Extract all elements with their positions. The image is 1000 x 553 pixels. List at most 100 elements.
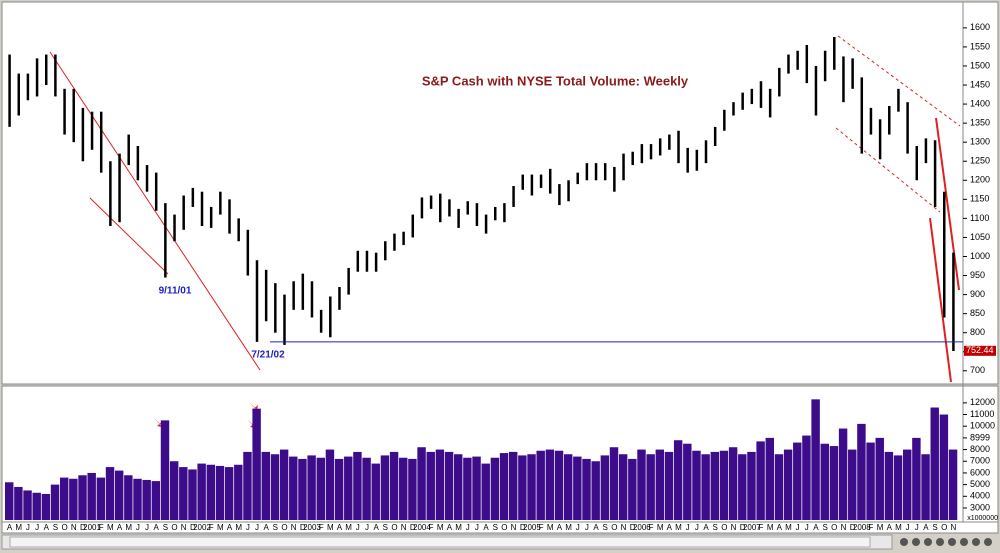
trend-line: [929, 217, 952, 383]
x-tick-label: N: [401, 523, 407, 532]
x-tick-label: S: [712, 523, 717, 532]
volume-bar: [618, 454, 628, 520]
volume-bar: [573, 456, 582, 520]
trend-line: [835, 127, 941, 213]
volume-bar: [527, 454, 536, 520]
volume-bar: [948, 449, 958, 520]
x-tick-label: J: [475, 523, 479, 532]
x-tick-label: M: [455, 523, 462, 532]
x-tick-label: O: [611, 523, 617, 532]
last-price-label: 752.44: [966, 345, 994, 355]
y-tick-label: 3000: [970, 502, 990, 512]
x-tick-label: 2008: [853, 523, 871, 532]
volume-bar: [362, 457, 371, 520]
volume-bar: [893, 455, 903, 520]
x-tick-label: M: [125, 523, 132, 532]
nav-buttons[interactable]: [900, 538, 992, 546]
volume-bar: [793, 442, 802, 520]
nav-button[interactable]: [972, 538, 980, 546]
x-tick-label: N: [731, 523, 737, 532]
x-tick-label: 2001: [83, 523, 101, 532]
x-tick-label: 2003: [303, 523, 321, 532]
volume-bar: [289, 456, 298, 520]
x-tick-label: 2004: [413, 523, 431, 532]
volume-bar: [536, 450, 545, 520]
volume-bar: [142, 479, 151, 520]
x-tick-label: F: [319, 523, 324, 532]
x-tick-label: M: [767, 523, 774, 532]
volume-bar: [499, 453, 509, 520]
volume-bar: [838, 428, 848, 520]
volume-bar: [169, 461, 179, 520]
nav-button[interactable]: [936, 538, 944, 546]
volume-bar: [664, 451, 674, 520]
volume-bar: [463, 457, 472, 520]
volume-bar: [252, 408, 261, 520]
x-tick-label: M: [217, 523, 224, 532]
volume-bar: [857, 423, 866, 520]
annotation: 9/11/01: [159, 286, 192, 297]
volume-bar: [307, 455, 316, 520]
volume-bar: [59, 477, 69, 520]
volume-bar: [866, 442, 875, 520]
volume-bar: [133, 478, 142, 520]
volume-bar: [710, 451, 720, 520]
annotation: 7/21/02: [251, 350, 285, 361]
volume-bar: [884, 451, 894, 520]
volume-bar: [270, 454, 280, 520]
nav-button[interactable]: [924, 538, 932, 546]
x-tick-label: A: [483, 523, 489, 532]
x-tick-label: F: [759, 523, 764, 532]
x-tick-label: S: [822, 523, 827, 532]
price-panel: [1, 1, 999, 385]
x-tick-label: M: [15, 523, 22, 532]
x-tick-label: N: [511, 523, 517, 532]
x-tick-label: A: [447, 523, 453, 532]
volume-bar: [683, 443, 692, 520]
volume-bar: [316, 457, 325, 520]
volume-bar: [23, 490, 32, 520]
nav-button[interactable]: [984, 538, 992, 546]
x-tick-label: S: [273, 523, 278, 532]
x-tick-label: J: [796, 523, 800, 532]
volume-bar: [426, 451, 435, 520]
y-tick-label: 1500: [970, 60, 990, 70]
x-tick-label: F: [99, 523, 104, 532]
x-tick-label: A: [667, 523, 673, 532]
volume-bar: [774, 454, 784, 520]
x-tick-label: J: [686, 523, 690, 532]
volume-bar: [728, 447, 738, 520]
scroll-thumb[interactable]: [9, 536, 871, 548]
x-tick-label: M: [235, 523, 242, 532]
x-tick-label: S: [932, 523, 937, 532]
volume-bar: [903, 449, 912, 520]
x-tick-label: J: [466, 523, 470, 532]
x-tick-label: J: [356, 523, 360, 532]
volume-bar: [32, 492, 41, 520]
y-tick-label: 12000: [970, 397, 995, 407]
volume-bar: [655, 449, 665, 520]
x-tick-label: D: [190, 523, 196, 532]
x-tick-label: A: [227, 523, 233, 532]
volume-bar: [435, 449, 445, 520]
volume-bar: [875, 437, 884, 520]
x-tick-label: M: [437, 523, 444, 532]
x-tick-label: A: [154, 523, 160, 532]
x-tick-label: A: [777, 523, 783, 532]
volume-bar: [261, 451, 271, 520]
x-tick-label: M: [547, 523, 554, 532]
x-tick-label: O: [61, 523, 67, 532]
x-tick-label: M: [327, 523, 334, 532]
volume-bar: [41, 493, 51, 520]
y-tick-label: 11000: [970, 409, 994, 419]
volume-bar: [783, 449, 793, 520]
nav-button[interactable]: [948, 538, 956, 546]
trend-lines: [49, 35, 961, 383]
nav-button[interactable]: [960, 538, 968, 546]
nav-button[interactable]: [912, 538, 920, 546]
x-tick-label: O: [831, 523, 837, 532]
volume-bar: [197, 463, 206, 520]
nav-button[interactable]: [900, 538, 908, 546]
y-tick-label: 1300: [970, 137, 990, 147]
